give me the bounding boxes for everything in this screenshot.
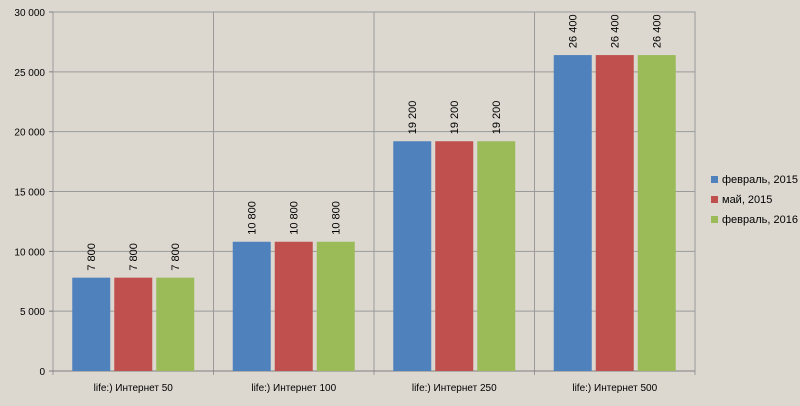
bar bbox=[72, 277, 111, 371]
data-label: 26 400 bbox=[652, 14, 664, 48]
y-tick-label: 15 000 bbox=[14, 188, 45, 199]
bar bbox=[477, 141, 516, 371]
bar bbox=[435, 141, 474, 371]
data-label: 26 400 bbox=[610, 14, 622, 48]
y-tick-label: 10 000 bbox=[14, 247, 45, 258]
y-tick-label: 30 000 bbox=[14, 8, 45, 19]
data-label: 26 400 bbox=[568, 14, 580, 48]
y-tick-label: 25 000 bbox=[14, 68, 45, 79]
legend-label: февраль, 2016 bbox=[722, 214, 798, 226]
bar bbox=[595, 55, 634, 372]
bar bbox=[637, 55, 676, 372]
data-label: 7 800 bbox=[170, 243, 182, 271]
bar bbox=[553, 55, 592, 372]
x-tick-label: life:) Интернет 100 bbox=[251, 383, 336, 394]
bar bbox=[156, 277, 195, 371]
y-tick-label: 20 000 bbox=[14, 128, 45, 139]
y-tick-label: 5 000 bbox=[20, 307, 45, 318]
x-tick-label: life:) Интернет 500 bbox=[572, 383, 657, 394]
legend-swatch bbox=[711, 216, 718, 223]
legend-swatch bbox=[711, 176, 718, 183]
data-label: 10 800 bbox=[247, 201, 259, 235]
legend-label: февраль, 2015 bbox=[722, 174, 798, 186]
bar bbox=[232, 241, 271, 371]
data-label: 19 200 bbox=[449, 101, 461, 135]
data-label: 10 800 bbox=[289, 201, 301, 235]
bar bbox=[274, 241, 313, 371]
bar bbox=[114, 277, 153, 371]
legend-swatch bbox=[711, 196, 718, 203]
data-label: 7 800 bbox=[128, 243, 140, 271]
data-label: 7 800 bbox=[86, 243, 98, 271]
data-label: 10 800 bbox=[331, 201, 343, 235]
legend-label: май, 2015 bbox=[722, 194, 772, 206]
bar bbox=[316, 241, 355, 371]
data-label: 19 200 bbox=[491, 101, 503, 135]
x-tick-label: life:) Интернет 50 bbox=[94, 383, 174, 394]
data-label: 19 200 bbox=[407, 101, 419, 135]
y-tick-label: 0 bbox=[39, 367, 45, 378]
bar bbox=[393, 141, 432, 371]
x-tick-label: life:) Интернет 250 bbox=[412, 383, 497, 394]
